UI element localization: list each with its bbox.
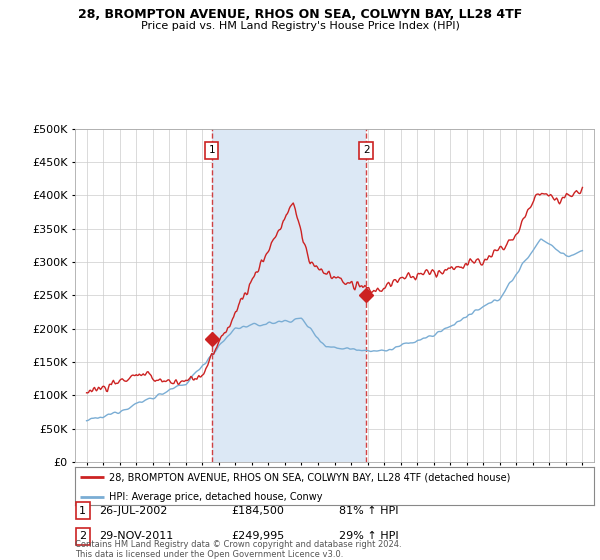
Text: Price paid vs. HM Land Registry's House Price Index (HPI): Price paid vs. HM Land Registry's House … [140, 21, 460, 31]
Text: 29% ↑ HPI: 29% ↑ HPI [339, 531, 398, 542]
Text: 1: 1 [79, 506, 86, 516]
Text: 26-JUL-2002: 26-JUL-2002 [99, 506, 167, 516]
Text: 28, BROMPTON AVENUE, RHOS ON SEA, COLWYN BAY, LL28 4TF (detached house): 28, BROMPTON AVENUE, RHOS ON SEA, COLWYN… [109, 472, 510, 482]
Text: 28, BROMPTON AVENUE, RHOS ON SEA, COLWYN BAY, LL28 4TF: 28, BROMPTON AVENUE, RHOS ON SEA, COLWYN… [78, 8, 522, 21]
Text: £249,995: £249,995 [231, 531, 284, 542]
Text: 1: 1 [208, 146, 215, 156]
Text: 81% ↑ HPI: 81% ↑ HPI [339, 506, 398, 516]
Text: £184,500: £184,500 [231, 506, 284, 516]
Bar [212, 129, 366, 462]
Text: 2: 2 [363, 146, 370, 156]
Text: 29-NOV-2011: 29-NOV-2011 [99, 531, 173, 542]
Text: HPI: Average price, detached house, Conwy: HPI: Average price, detached house, Conw… [109, 492, 322, 502]
Text: Contains HM Land Registry data © Crown copyright and database right 2024.
This d: Contains HM Land Registry data © Crown c… [75, 540, 401, 559]
Text: 2: 2 [79, 531, 86, 542]
